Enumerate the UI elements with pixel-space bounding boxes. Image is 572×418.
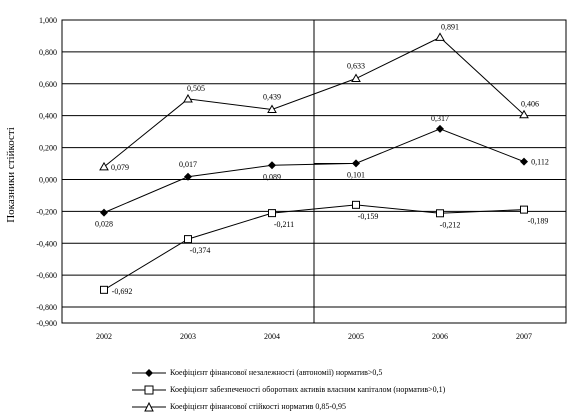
data-label: 0,112	[531, 158, 549, 167]
x-tick-label: 2004	[264, 332, 280, 341]
data-label: 0,505	[187, 84, 205, 93]
y-axis-label: Показники стійкості	[5, 127, 17, 223]
data-label: -0,211	[274, 220, 294, 229]
square-marker-icon	[132, 385, 166, 394]
data-point	[184, 235, 192, 244]
data-point	[351, 73, 361, 83]
data-point	[352, 200, 360, 209]
y-tick-label: -0,600	[36, 271, 57, 280]
data-label: 0,633	[347, 62, 365, 71]
triangle-marker-icon	[132, 401, 166, 411]
data-point	[100, 285, 108, 294]
series-line	[103, 36, 525, 168]
y-tick-label: -0,200	[36, 207, 57, 216]
data-label: 0,028	[95, 220, 113, 229]
data-label: -0,374	[190, 246, 211, 255]
x-tick-label: 2007	[516, 332, 532, 341]
data-point	[520, 205, 528, 214]
y-tick-label: -0,900	[36, 319, 57, 328]
legend: Коефіцієнт фінансової незалежності (авто…	[132, 364, 552, 415]
data-label: 0,089	[263, 172, 281, 181]
legend-item: Коефіцієнт фінансової незалежності (авто…	[132, 364, 552, 381]
y-tick-label: 0,800	[39, 48, 57, 57]
data-point	[519, 109, 529, 119]
data-label: 0,017	[179, 160, 197, 169]
data-label: 0,079	[111, 163, 129, 172]
data-point	[436, 209, 444, 218]
legend-item: Коефіцієнт забезпеченості оборотних акти…	[132, 381, 552, 398]
data-label: 0,317	[431, 114, 449, 123]
x-tick-label: 2005	[348, 332, 364, 341]
data-point	[520, 157, 528, 166]
legend-item: Коефіцієнт фінансової стійкості норматив…	[132, 398, 552, 415]
data-point	[435, 32, 445, 41]
data-label: -0,212	[440, 220, 461, 229]
data-point	[99, 161, 109, 171]
y-tick-label: 1,000	[39, 16, 57, 25]
data-label: -0,159	[358, 212, 379, 221]
data-label: 0,101	[347, 170, 365, 179]
x-tick-label: 2003	[180, 332, 196, 341]
data-point	[183, 93, 193, 103]
y-tick-label: 0,400	[39, 112, 57, 121]
data-label: 0,406	[521, 100, 539, 109]
data-label: 0,439	[263, 92, 281, 101]
diamond-marker-icon	[132, 368, 166, 377]
data-point	[268, 161, 276, 170]
data-label: 0,891	[441, 22, 459, 31]
legend-label: Коефіцієнт фінансової незалежності (авто…	[170, 368, 383, 377]
x-tick-label: 2006	[432, 332, 448, 341]
y-tick-label: -0,400	[36, 239, 57, 248]
data-label: -0,692	[112, 287, 133, 296]
series-line	[103, 128, 525, 214]
data-point	[352, 159, 360, 168]
y-tick-label: -0,800	[36, 303, 57, 312]
legend-label: Коефіцієнт фінансової стійкості норматив…	[170, 402, 347, 411]
series-line	[103, 204, 525, 291]
x-tick-label: 2002	[96, 332, 112, 341]
data-point	[184, 172, 192, 181]
data-point	[267, 104, 277, 113]
legend-label: Коефіцієнт забезпеченості оборотних акти…	[170, 385, 446, 394]
y-tick-label: 0,200	[39, 144, 57, 153]
data-label: -0,189	[528, 217, 549, 226]
y-tick-label: 0,600	[39, 80, 57, 89]
y-tick-label: 0,000	[39, 175, 57, 184]
data-point	[436, 124, 444, 133]
data-point	[100, 208, 108, 217]
data-point	[268, 209, 276, 218]
